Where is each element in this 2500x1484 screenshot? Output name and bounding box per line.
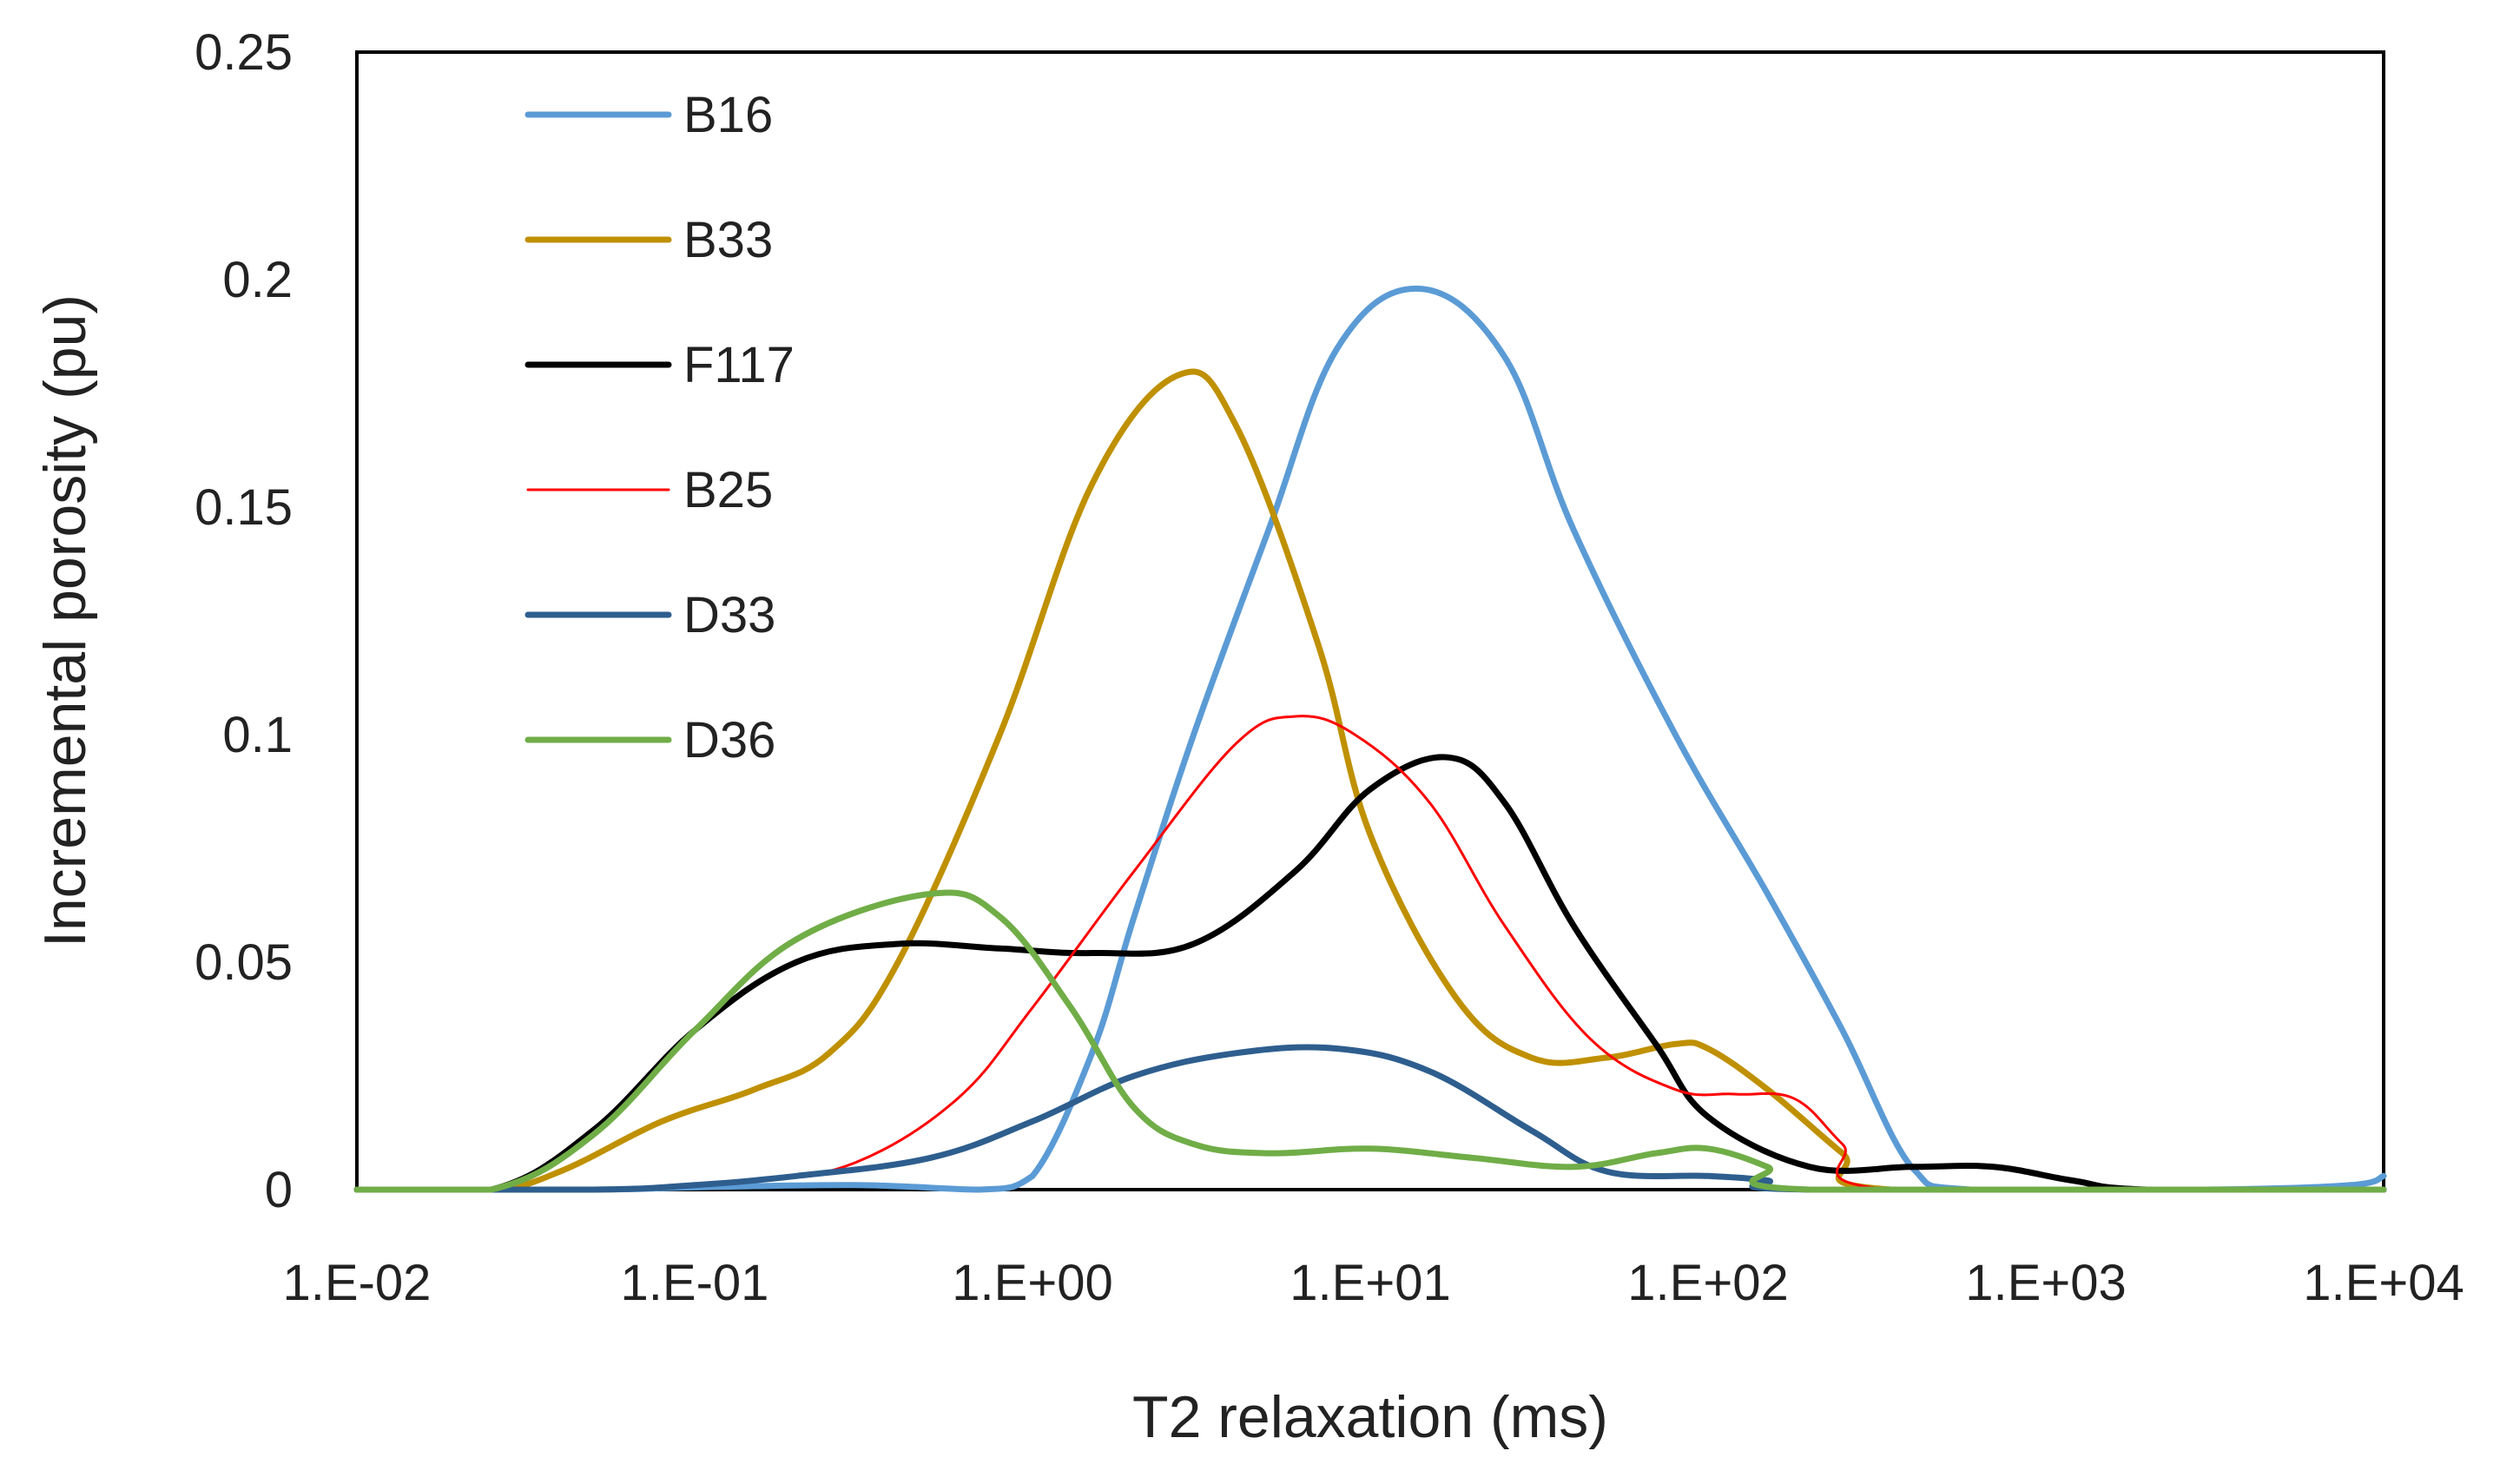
series-line-b33 — [353, 368, 2387, 1193]
plot-area-frame — [355, 50, 2385, 1191]
x-tick-label: 1.E+02 — [1627, 1255, 1788, 1311]
legend-label: D33 — [683, 587, 775, 643]
legend-item-b33: B33 — [524, 212, 773, 268]
legend-label: D36 — [683, 712, 775, 768]
y-tick-label: 0 — [265, 1162, 293, 1218]
legend-item-d36: D36 — [524, 712, 775, 768]
x-tick-label: 1.E+04 — [2303, 1255, 2464, 1311]
x-tick-label: 1.E-02 — [283, 1255, 432, 1311]
y-tick-label: 0.1 — [222, 707, 293, 763]
series-line-d36 — [353, 889, 2387, 1193]
y-axis-title: Incremental porosity (pu) — [32, 294, 98, 947]
x-tick-label: 1.E-01 — [621, 1255, 769, 1311]
legend-label: B25 — [683, 462, 773, 518]
y-tick-label: 0.15 — [195, 479, 293, 536]
x-tick-label: 1.E+00 — [952, 1255, 1112, 1311]
x-tick-label: 1.E+03 — [1965, 1255, 2126, 1311]
legend-label: F117 — [683, 337, 795, 393]
x-tick-label: 1.E+01 — [1290, 1255, 1450, 1311]
legend: B16 B33 F117 B25 D33 D36 — [524, 87, 795, 768]
y-tick-label: 0.05 — [195, 934, 293, 991]
legend-item-b16: B16 — [524, 87, 773, 143]
legend-label: B16 — [683, 87, 773, 143]
tick-layer: 1.E-02 1.E-01 1.E+00 1.E+01 1.E+02 1.E+03 1.E+… — [195, 24, 2464, 1311]
y-tick-label: 0.2 — [222, 252, 293, 308]
legend-item-b25: B25 — [526, 462, 773, 518]
legend-item-f117: F117 — [524, 337, 795, 393]
series-layer — [353, 285, 2387, 1193]
y-tick-label: 0.25 — [195, 24, 293, 81]
series-line-f117 — [353, 754, 2387, 1193]
legend-item-d33: D33 — [524, 587, 775, 643]
series-line-b16 — [353, 285, 2387, 1193]
legend-label: B33 — [683, 212, 773, 268]
x-axis-title: T2 relaxation (ms) — [1132, 1384, 1608, 1450]
